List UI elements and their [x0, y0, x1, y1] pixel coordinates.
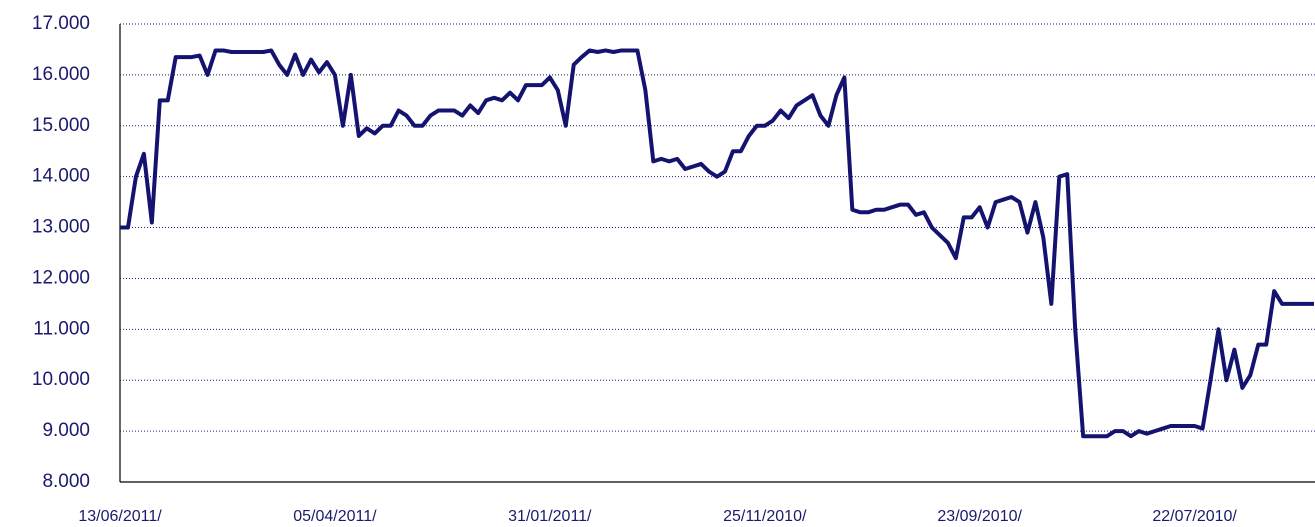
y-tick-label: 12.000 — [32, 267, 90, 288]
x-tick-label: 13/06/2011/ — [78, 508, 162, 525]
x-tick-label: 05/04/2011/ — [293, 508, 377, 525]
y-tick-label: 16.000 — [32, 64, 90, 85]
x-tick-label: 22/07/2010/ — [1152, 508, 1237, 525]
y-tick-label: 9.000 — [42, 420, 90, 441]
x-tick-label: 25/11/2010/ — [723, 508, 807, 525]
y-tick-label: 15.000 — [32, 115, 90, 136]
y-tick-label: 17.000 — [32, 13, 90, 34]
line-series — [120, 48, 1314, 439]
x-tick-label: 23/09/2010/ — [937, 508, 1022, 525]
x-tick-label: 31/01/2011/ — [508, 508, 592, 525]
y-tick-label: 13.000 — [32, 217, 90, 238]
y-tick-label: 10.000 — [32, 369, 90, 390]
y-tick-label: 11.000 — [33, 318, 90, 339]
y-tick-label: 8.000 — [42, 471, 90, 492]
y-tick-label: 14.000 — [32, 166, 90, 187]
